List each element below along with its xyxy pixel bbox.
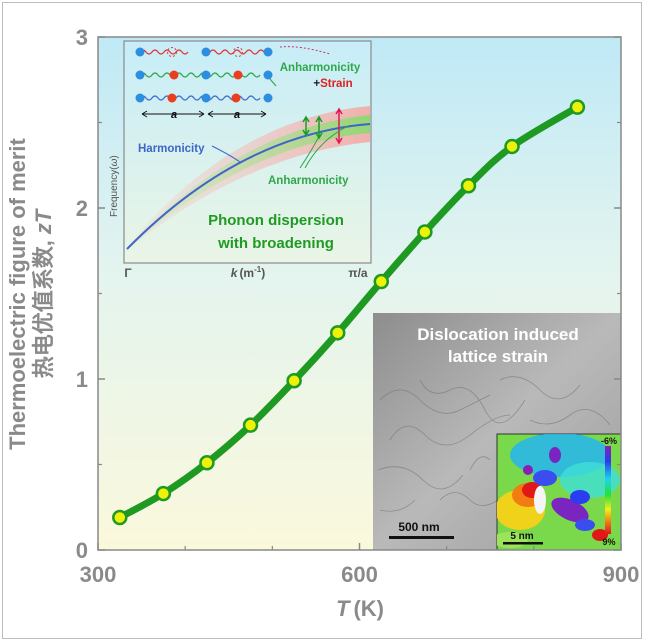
tick-pi: π/a: [348, 266, 368, 280]
x-tick-label: 600: [341, 562, 378, 587]
data-point: [242, 417, 259, 433]
label-lattice-a1: a: [171, 109, 177, 121]
data-point: [504, 138, 520, 155]
data-point: [569, 99, 586, 115]
data-point: [417, 224, 433, 240]
x-tick-label: 300: [80, 562, 117, 587]
ticks-layer: 300 600 900 0 1 2 3: [76, 25, 640, 587]
y-tick-label: 2: [76, 196, 88, 221]
tem-scale-label: 500 nm: [398, 520, 439, 534]
label-harmonicity: Harmonicity: [138, 143, 205, 155]
svg-text:Thermoelectric figure of merit: Thermoelectric figure of merit: [5, 137, 30, 449]
svg-text:热电优值系数,zT: 热电优值系数,zT: [31, 208, 56, 378]
label-frequency: Frequency(ω): [109, 155, 120, 217]
harmonic-curve: [126, 123, 371, 250]
y-axis-label: Thermoelectric figure of merit 热电优值系数,zT: [5, 137, 56, 449]
data-point: [286, 372, 302, 389]
y-tick-label: 0: [76, 538, 88, 563]
tem-title-line2: lattice strain: [448, 347, 548, 366]
tem-scale-bar: [389, 536, 454, 539]
series-layer: [112, 99, 586, 526]
label-plus-strain: +Strain: [313, 78, 352, 90]
data-point: [460, 178, 477, 194]
caption-line2: with broadening: [217, 235, 334, 252]
data-point: [199, 455, 215, 471]
tick-gamma: Γ: [124, 266, 132, 280]
tem-title-line1: Dislocation induced: [417, 325, 579, 344]
colorbar-min: 9%: [602, 537, 615, 547]
data-point: [373, 273, 390, 290]
y-tick-label: 3: [76, 25, 88, 50]
label-lattice-a2: a: [234, 109, 240, 121]
tick-k: k (m-1): [231, 265, 265, 280]
strain-map-inset: -6% 9% 5 nm: [496, 433, 622, 551]
data-point: [112, 509, 128, 526]
map-scale-label: 5 nm: [510, 531, 533, 542]
map-scale-bar: [503, 542, 543, 545]
dispersion-inset: Anharmonicity +Strain Harmonicity Anharm…: [109, 40, 372, 280]
label-anharmonicity-strain: Anharmonicity: [280, 62, 361, 74]
x-tick-label: 900: [603, 562, 640, 587]
data-point: [329, 325, 346, 341]
y-tick-label: 1: [76, 367, 88, 392]
colorbar-max: -6%: [601, 436, 617, 446]
caption-line1: Phonon dispersion: [208, 212, 344, 229]
label-anharmonicity: Anharmonicity: [268, 175, 349, 187]
x-axis-label: T (K): [336, 596, 384, 621]
phonon-chains: [135, 46, 331, 118]
anharmonic-band: [127, 115, 370, 249]
strain-colorbar: [605, 446, 611, 534]
data-point: [155, 485, 172, 502]
